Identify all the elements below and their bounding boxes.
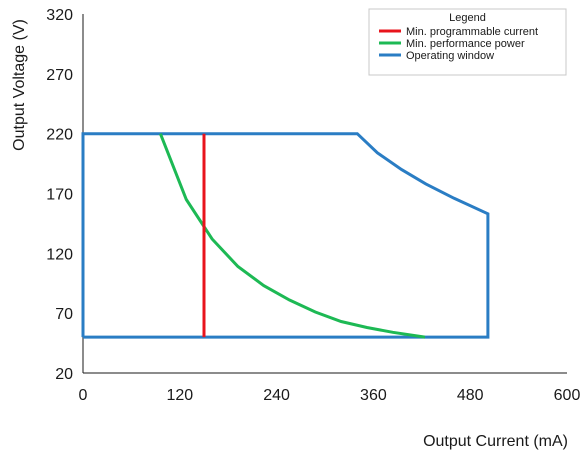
- y-tick-label: 70: [55, 306, 73, 323]
- x-tick-label: 240: [263, 387, 290, 404]
- x-tick-label: 600: [554, 387, 581, 404]
- series-line-min-performance-power: [159, 133, 426, 339]
- y-tick-label: 120: [46, 246, 73, 263]
- series-layer: [81, 132, 490, 339]
- y-tick-label: 270: [46, 67, 73, 84]
- y-tick-label: 170: [46, 187, 73, 204]
- x-tick-label: 0: [79, 387, 88, 404]
- legend-label-min-performance-power: Min. performance power: [406, 38, 525, 50]
- y-tick-label: 20: [55, 366, 73, 383]
- series-line-operating-window: [81, 132, 490, 339]
- legend-label-operating-window: Operating window: [406, 50, 494, 62]
- x-axis-ticks: 0 120 240 360 480 600: [79, 387, 581, 404]
- y-tick-label: 220: [46, 127, 73, 144]
- legend-title: Legend: [449, 12, 486, 24]
- legend-box: [368, 8, 567, 76]
- x-tick-label: 120: [166, 387, 193, 404]
- x-axis-title: Output Current (mA): [423, 433, 568, 450]
- y-axis-ticks: 20 70 120 170 220 270 320: [46, 7, 73, 383]
- y-axis-title: Output Voltage (V): [11, 19, 28, 151]
- x-tick-label: 480: [457, 387, 484, 404]
- legend-label-min-programmable-current: Min. programmable current: [406, 26, 538, 38]
- x-tick-label: 360: [360, 387, 387, 404]
- y-tick-label: 320: [46, 7, 73, 24]
